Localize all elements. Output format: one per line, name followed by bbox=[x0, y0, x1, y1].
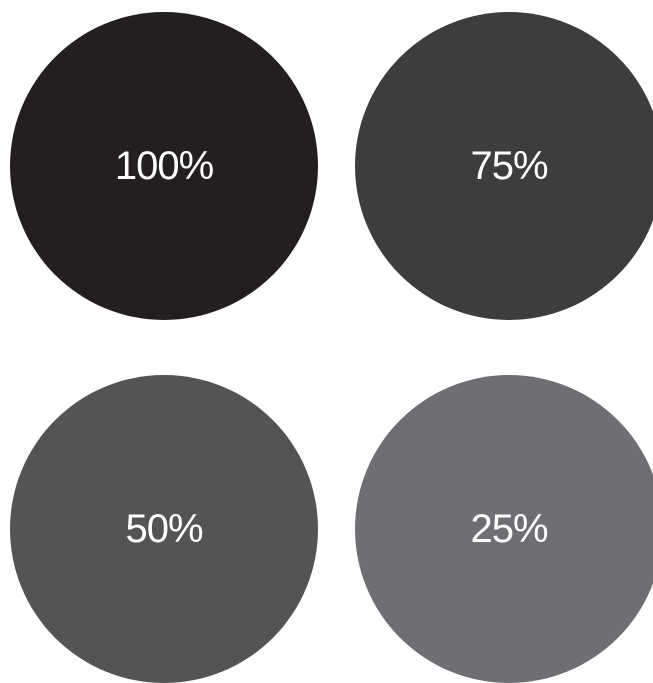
tint-swatch-100: 100% bbox=[10, 12, 318, 320]
tint-swatch-50: 50% bbox=[10, 375, 318, 683]
tint-swatch-25: 25% bbox=[355, 375, 653, 683]
tint-swatch-75: 75% bbox=[355, 12, 653, 320]
tint-swatch-label: 50% bbox=[125, 507, 203, 551]
tint-swatch-label: 75% bbox=[470, 144, 548, 188]
tint-swatch-label: 100% bbox=[114, 144, 214, 188]
tint-swatch-label: 25% bbox=[470, 507, 548, 551]
